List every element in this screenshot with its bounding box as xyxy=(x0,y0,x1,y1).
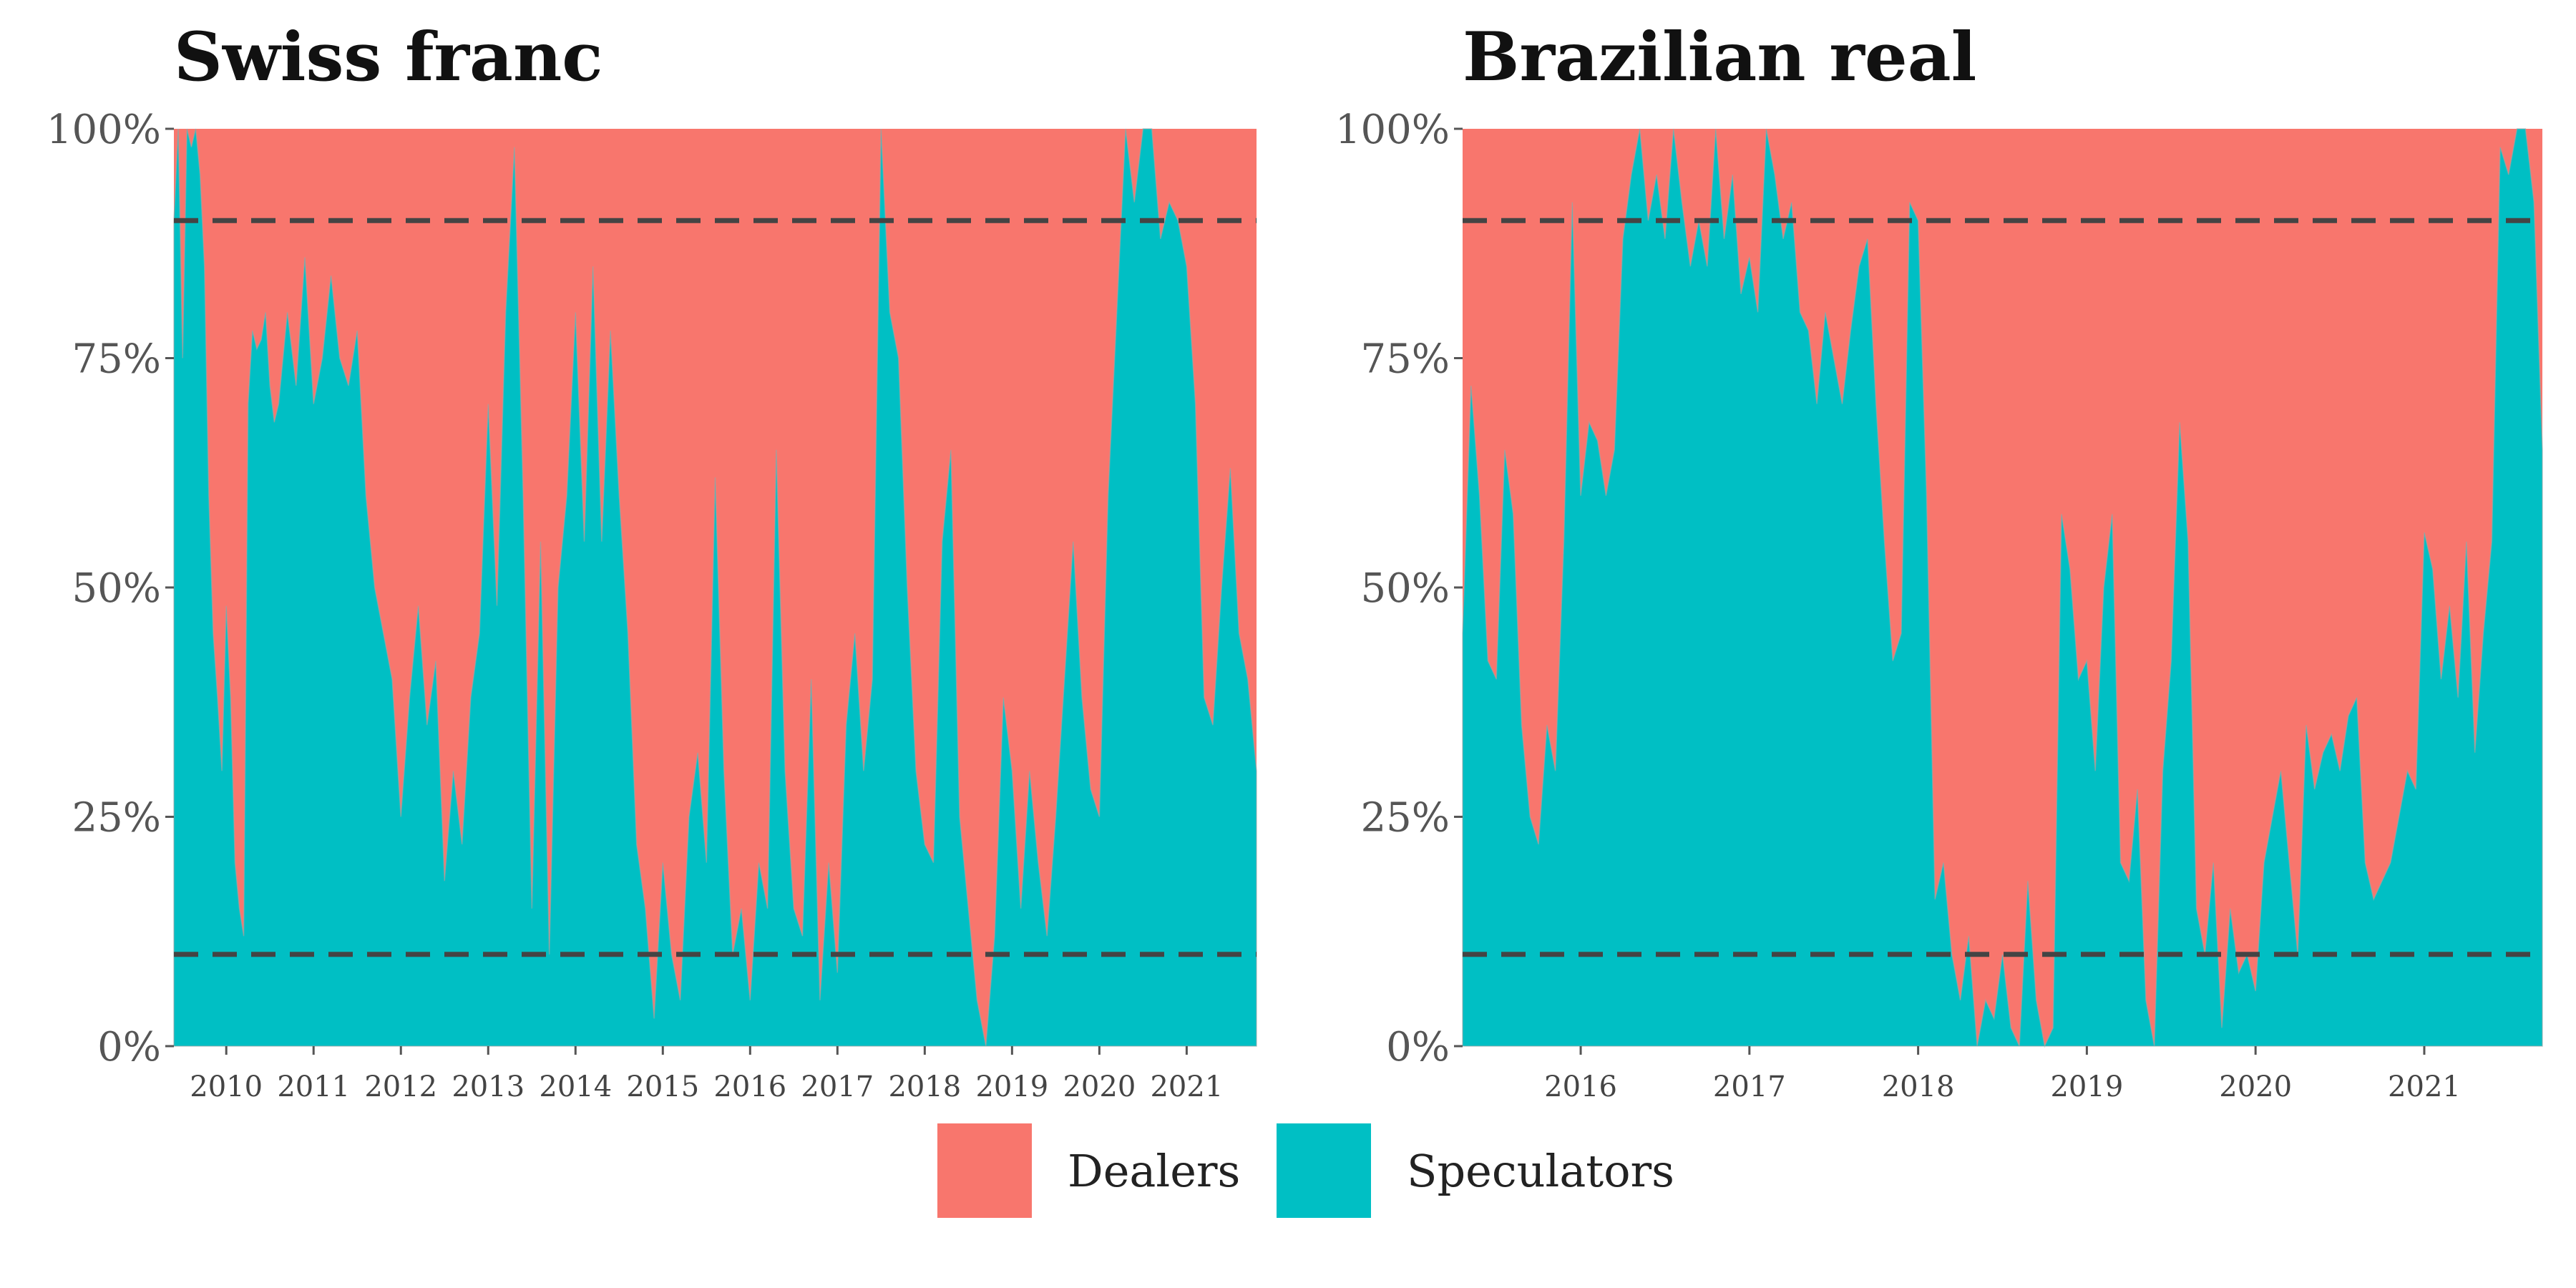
x-tick-label: 2018 xyxy=(888,1070,961,1103)
x-tick-label: 2021 xyxy=(2388,1070,2461,1103)
panel-brazilian-real: Brazilian real 0% 25% 50% 75% 100% 2016 2017 201… xyxy=(1335,18,2543,1103)
y-tick-label: 100% xyxy=(1335,107,1450,153)
y-tick-label: 25% xyxy=(1361,795,1450,841)
legend: Dealers Speculators xyxy=(937,1123,1674,1218)
y-tick-label: 50% xyxy=(1361,565,1450,612)
x-tick-label: 2019 xyxy=(2050,1070,2123,1103)
y-tick-label: 50% xyxy=(72,565,161,612)
panel-title: Swiss franc xyxy=(174,18,603,97)
x-tick-label: 2015 xyxy=(626,1070,699,1103)
x-tick-label: 2019 xyxy=(975,1070,1048,1103)
speculators-area xyxy=(173,128,1257,1047)
legend-swatch-dealers xyxy=(937,1123,1032,1218)
y-tick-label: 0% xyxy=(1386,1024,1450,1070)
legend-label-speculators: Speculators xyxy=(1407,1145,1674,1197)
x-tick-label: 2017 xyxy=(801,1070,874,1103)
x-tick-label: 2014 xyxy=(539,1070,612,1103)
legend-swatch-speculators xyxy=(1277,1123,1371,1218)
y-tick-label: 25% xyxy=(72,795,161,841)
x-tick-label: 2012 xyxy=(364,1070,437,1103)
x-tick-label: 2020 xyxy=(1063,1070,1136,1103)
x-tick-label: 2016 xyxy=(1544,1070,1617,1103)
legend-label-dealers: Dealers xyxy=(1068,1145,1240,1197)
x-tick-label: 2016 xyxy=(713,1070,786,1103)
x-tick-label: 2021 xyxy=(1150,1070,1223,1103)
y-tick-label: 0% xyxy=(97,1024,161,1070)
x-tick-label: 2020 xyxy=(2219,1070,2292,1103)
x-tick-label: 2010 xyxy=(190,1070,263,1103)
x-tick-label: 2013 xyxy=(452,1070,525,1103)
x-tick-label: 2017 xyxy=(1713,1070,1786,1103)
y-tick-label: 100% xyxy=(47,107,161,153)
panel-swiss-franc: Swiss franc 0% 25% 50% 75% 100% 2010 2011 2012 20… xyxy=(47,18,1257,1103)
y-tick-label: 75% xyxy=(72,336,161,383)
panel-title: Brazilian real xyxy=(1463,18,1976,97)
x-tick-label: 2011 xyxy=(277,1070,350,1103)
speculators-area xyxy=(1462,128,2543,1048)
y-tick-label: 75% xyxy=(1361,336,1450,383)
x-tick-label: 2018 xyxy=(1882,1070,1955,1103)
